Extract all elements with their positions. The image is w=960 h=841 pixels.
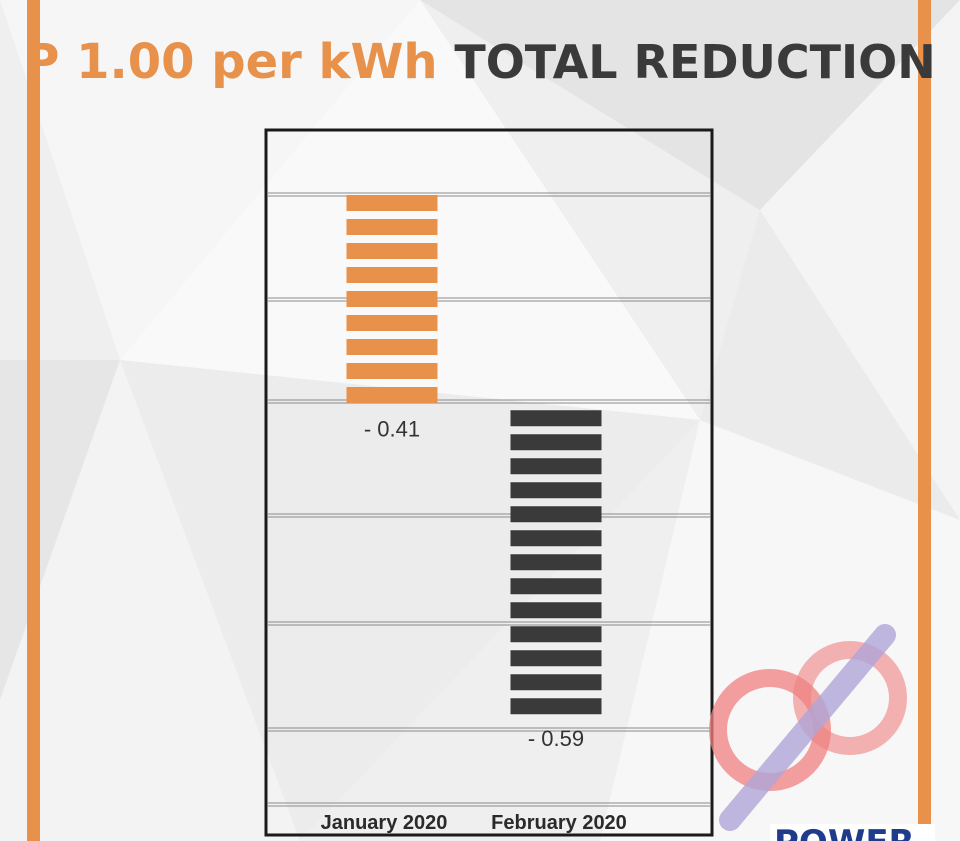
data-label: - 0.59 <box>528 726 584 751</box>
bar-stripe <box>510 458 602 475</box>
bar-stripe <box>346 243 438 259</box>
bar-stripe <box>510 578 602 595</box>
bar-stripe <box>510 674 602 691</box>
bar-stripe <box>510 626 602 643</box>
power-plug-logo-icon <box>709 624 907 831</box>
category-label: January 2020 <box>321 812 448 834</box>
bar-stripe <box>346 363 438 379</box>
brand-watermark: POWER <box>770 824 935 841</box>
bar-stripe <box>510 602 602 619</box>
brand-wordmark: POWER <box>774 824 915 841</box>
chart-labels: - 0.41 January 2020 - 0.59 February 2020 <box>321 416 627 834</box>
data-label: - 0.41 <box>364 416 420 441</box>
bar-stripe <box>510 434 602 451</box>
bar-stripe <box>346 315 438 331</box>
bar-stripe <box>346 339 438 355</box>
bar-stripe <box>346 219 438 235</box>
category-label: February 2020 <box>491 812 627 834</box>
chart-frame <box>264 128 714 837</box>
bar-stripe <box>510 554 602 571</box>
bar-stripe <box>346 291 438 307</box>
bar-stripe <box>346 267 438 283</box>
right-accent-border <box>918 0 931 841</box>
chart-bars <box>346 195 602 715</box>
bar-stripe <box>346 387 438 403</box>
title-dark-text: TOTAL REDUCTION <box>454 35 936 89</box>
bar-stripe <box>346 195 438 211</box>
bar-stripe <box>510 698 602 715</box>
bar-january-2020 <box>346 195 438 403</box>
chart-gridlines <box>268 192 710 807</box>
bar-stripe <box>510 482 602 499</box>
chart-title: P 1.00 per kWh TOTAL REDUCTION <box>0 34 960 90</box>
bar-february-2020 <box>510 410 602 715</box>
brand-text: POWER <box>774 824 915 841</box>
title-accent-text: P 1.00 per kWh <box>24 34 438 90</box>
bar-stripe <box>510 410 602 427</box>
bar-stripe <box>510 650 602 667</box>
bar-stripe <box>510 530 602 547</box>
bar-stripe <box>510 506 602 523</box>
left-accent-border <box>27 0 40 841</box>
